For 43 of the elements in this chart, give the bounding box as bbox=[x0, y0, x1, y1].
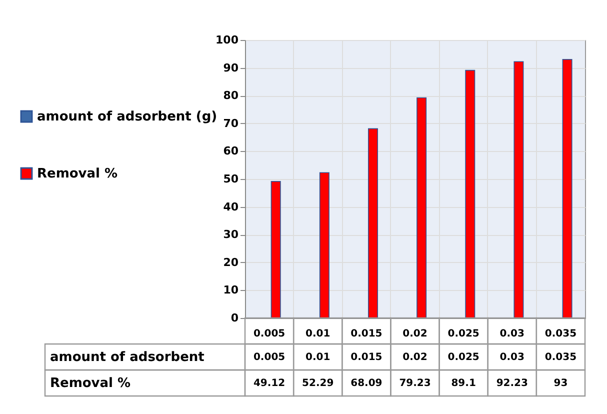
y-tick-label: 30 bbox=[223, 228, 239, 242]
data-label: 93 bbox=[554, 378, 568, 389]
x-tick-label: 0.015 bbox=[350, 328, 382, 340]
data-label: 0.02 bbox=[402, 352, 428, 363]
y-tick-label: 70 bbox=[223, 116, 239, 130]
bar bbox=[514, 61, 524, 318]
bar bbox=[465, 70, 476, 318]
x-tick-label: 0.025 bbox=[448, 328, 480, 340]
data-label: 0.035 bbox=[544, 352, 577, 363]
data-label: 0.005 bbox=[253, 352, 286, 363]
y-tick-label: 90 bbox=[223, 61, 239, 74]
y-tick-label: 40 bbox=[223, 200, 239, 214]
bar bbox=[368, 128, 378, 318]
data-label: 79.23 bbox=[399, 378, 431, 389]
y-tick-label: 80 bbox=[223, 89, 239, 102]
text: Removal % bbox=[50, 376, 131, 391]
bar bbox=[562, 59, 572, 318]
data-label: 68.09 bbox=[350, 378, 382, 389]
x-tick-label: 0.03 bbox=[500, 328, 525, 340]
data-label: 0.015 bbox=[350, 352, 382, 363]
x-tick-label: 0.02 bbox=[402, 328, 428, 340]
y-tick-label: 100 bbox=[216, 34, 239, 46]
data-label: 52.29 bbox=[302, 378, 334, 389]
data-label: 49.12 bbox=[253, 378, 286, 389]
data-label: 92.23 bbox=[496, 378, 528, 389]
y-tick-label: 20 bbox=[223, 256, 239, 269]
bar bbox=[319, 172, 330, 318]
x-tick-label: 0.01 bbox=[306, 328, 330, 340]
text: amount of adsorbent bbox=[50, 350, 204, 365]
data-label: 0.01 bbox=[306, 352, 330, 363]
data-label: 0.025 bbox=[448, 352, 480, 363]
bar bbox=[270, 181, 281, 318]
data-label: 89.1 bbox=[451, 378, 476, 389]
data-label: 0.03 bbox=[500, 352, 525, 363]
y-tick-label: 10 bbox=[223, 284, 239, 297]
y-tick-label: 0 bbox=[230, 312, 239, 324]
legend-label: amount of adsorbent (g) bbox=[37, 110, 218, 124]
bar bbox=[416, 97, 427, 318]
legend-label: Removal % bbox=[37, 166, 118, 182]
y-tick-label: 60 bbox=[223, 144, 239, 158]
x-tick-label: 0.005 bbox=[253, 328, 286, 340]
y-tick-label: 50 bbox=[223, 172, 239, 186]
x-tick-label: 0.035 bbox=[544, 328, 577, 340]
